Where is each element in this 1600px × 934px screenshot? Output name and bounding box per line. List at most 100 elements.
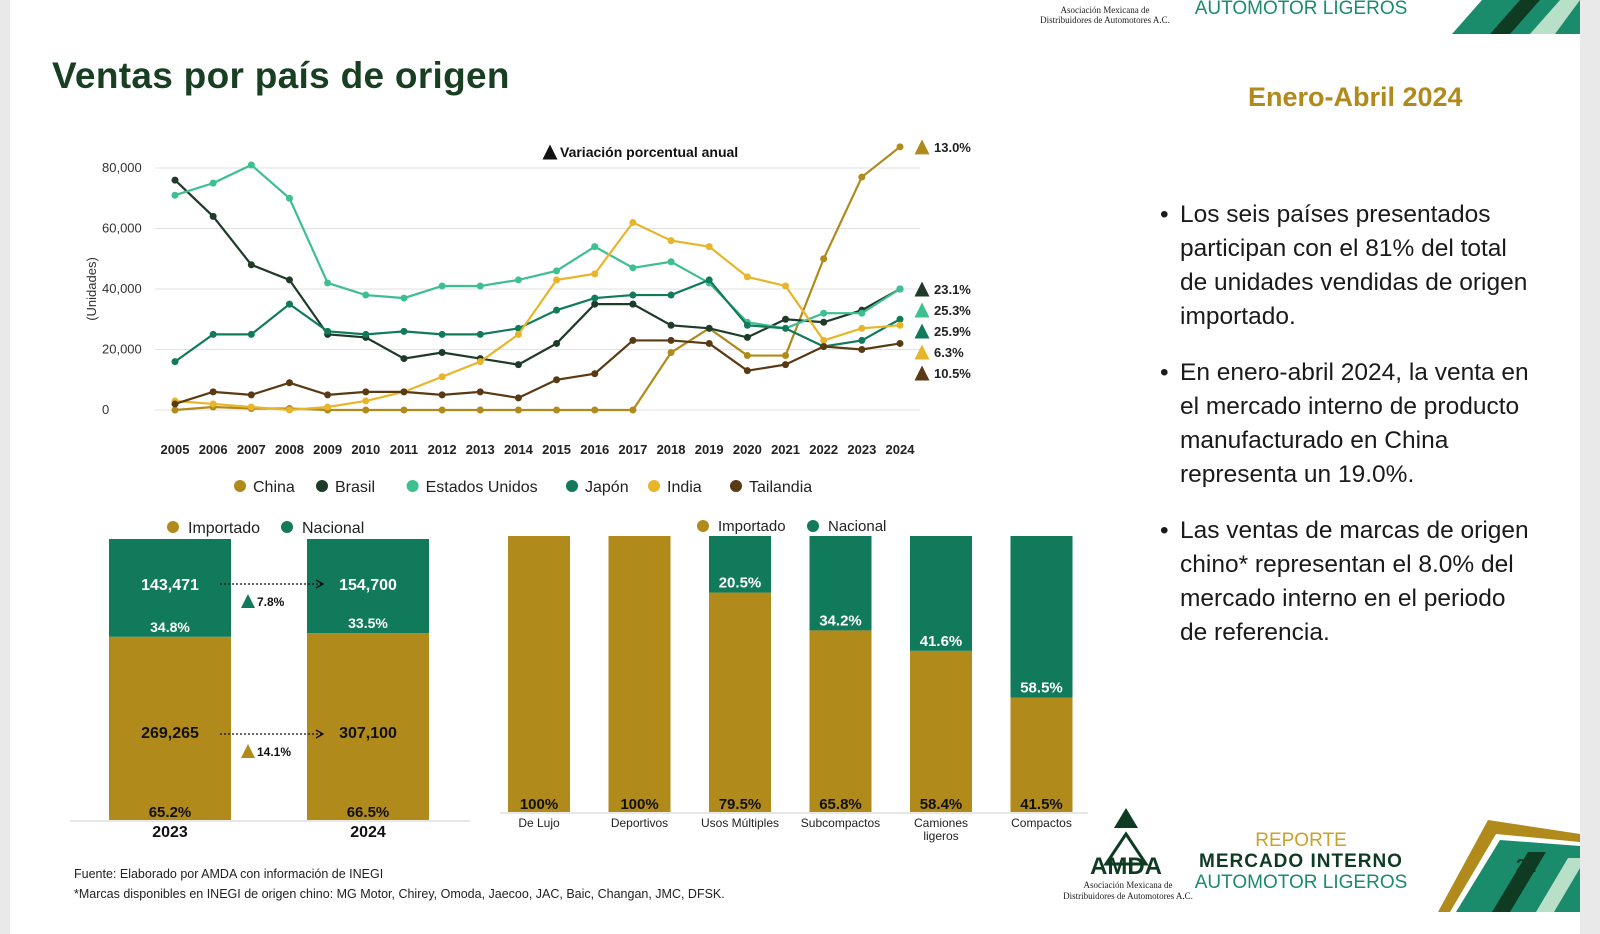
data-point (705, 276, 713, 284)
data-point (667, 336, 675, 344)
legend-marker (730, 480, 742, 492)
data-point (476, 330, 484, 338)
data-point (896, 143, 904, 151)
variation-triangle-icon (914, 323, 930, 339)
nacional-units-label: 143,471 (141, 577, 199, 594)
data-point (743, 367, 751, 375)
nacional-units-label: 154,700 (339, 577, 397, 594)
y-tick-label: 0 (102, 402, 109, 417)
data-point (896, 315, 904, 323)
growth-label: 7.8% (257, 595, 285, 609)
x-tick-label: 2009 (313, 442, 342, 457)
variation-label: 23.1% (934, 282, 971, 297)
data-point (514, 361, 522, 369)
nacional-share-label: 33.5% (348, 615, 388, 631)
variation-label: 13.0% (934, 140, 971, 155)
data-point (171, 176, 179, 184)
data-point (629, 218, 637, 226)
line-chart: 0 20,000 40,000 60,000 80,000 (Unidades) 2005 2… (84, 139, 971, 496)
legend-marker (807, 520, 819, 532)
data-point (820, 255, 828, 263)
report-slide: Asociación Mexicana de Distribuidores de… (10, 0, 1580, 934)
legend-marker (406, 480, 419, 492)
data-point (362, 406, 370, 414)
x-tick-label: 2023 (847, 442, 876, 457)
data-point (438, 282, 446, 290)
data-point (553, 376, 561, 384)
legend-marker (281, 521, 293, 533)
stacked-bar-chart-segments: Importado Nacional 100% De Lujo 100% Deportiv… (500, 518, 1088, 843)
data-point (591, 243, 599, 251)
data-point (285, 276, 293, 284)
stacked-bar-chart-years: Importado Nacional 143,471 34.8% 269,265 65.2… (70, 520, 470, 841)
data-point (324, 327, 332, 335)
variation-label: 25.3% (934, 303, 971, 318)
legend-marker (697, 520, 709, 532)
data-point (514, 394, 522, 402)
data-point (438, 330, 446, 338)
x-tick-label: 2010 (351, 442, 380, 457)
x-tick-label: 2019 (695, 442, 724, 457)
category-label: Compactos (1011, 816, 1072, 830)
variation-triangle-icon (914, 302, 930, 318)
corner-stripes-bottom (1438, 820, 1580, 912)
variation-note: Variación porcentual anual (560, 144, 738, 160)
variation-triangle-icon (914, 281, 930, 297)
data-point (553, 276, 561, 284)
data-point (743, 333, 751, 341)
source-note: Fuente: Elaborado por AMDA con informaci… (74, 867, 384, 881)
x-tick-label: 2022 (809, 442, 838, 457)
variation-triangle-icon (914, 344, 930, 360)
data-point (896, 339, 904, 347)
legend-label: India (667, 479, 702, 496)
data-point (629, 336, 637, 344)
legend-label: Brasil (335, 479, 375, 496)
data-point (629, 291, 637, 299)
data-point (247, 261, 255, 269)
bullet-item: Los seis países presentados participan c… (1158, 198, 1538, 334)
data-point (820, 318, 828, 326)
y-tick-label: 20,000 (102, 342, 142, 357)
data-point (743, 352, 751, 360)
data-point (743, 321, 751, 329)
nacional-share-label: 58.5% (1020, 679, 1063, 696)
bar-nacional (1010, 536, 1073, 698)
year-label: 2024 (350, 824, 386, 841)
variation-triangle-icon (914, 365, 930, 381)
data-point (209, 179, 217, 187)
x-tick-label: 2014 (504, 442, 534, 457)
data-point (858, 173, 866, 181)
series-line-japón (174, 278, 901, 363)
data-point (667, 321, 675, 329)
corner-stripes-top (1452, 0, 1580, 34)
data-point (782, 352, 790, 360)
data-point (820, 342, 828, 350)
data-point (438, 349, 446, 357)
data-point (400, 327, 408, 335)
series-line-estados-unidos (174, 163, 901, 330)
variation-triangle-icon (542, 144, 558, 160)
data-point (591, 300, 599, 308)
x-tick-label: 2020 (733, 442, 762, 457)
data-point (667, 291, 675, 299)
data-point (705, 339, 713, 347)
importado-share-label: 58.4% (920, 796, 963, 813)
data-point (553, 339, 561, 347)
data-point (400, 355, 408, 363)
importado-share-label: 100% (620, 796, 658, 813)
y-tick-label: 80,000 (102, 160, 142, 175)
bar-nacional (910, 536, 972, 651)
data-point (591, 270, 599, 278)
series-line-india (174, 221, 901, 412)
data-point (400, 388, 408, 396)
bar-importado (508, 536, 570, 812)
category-label: Subcompactos (801, 816, 880, 830)
data-point (247, 161, 255, 169)
data-point (209, 212, 217, 220)
data-point (514, 406, 522, 414)
data-point (171, 406, 179, 414)
bar-importado (910, 650, 972, 812)
category-label: Usos Múltiples (701, 816, 779, 830)
amda-logo: AMDA (1090, 808, 1162, 880)
report-line2: MERCADO INTERNO (1199, 851, 1403, 872)
